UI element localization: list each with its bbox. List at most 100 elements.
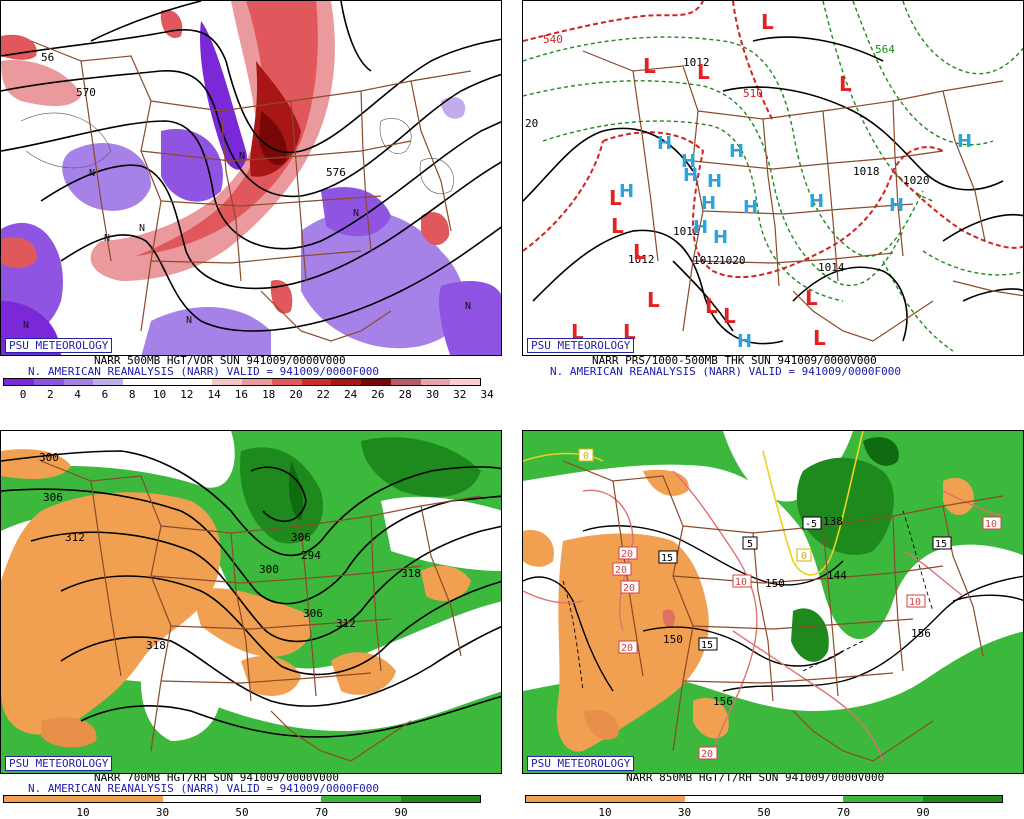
colorbar-swatch [390, 379, 421, 385]
colorbar-tick-label: 22 [316, 388, 330, 401]
colorbar-swatch [182, 379, 213, 385]
colorbar-swatch [4, 796, 44, 802]
vorticity-min-label: N [23, 320, 29, 331]
map-frame: 0 0 -5 5 15 15 20 20 20 20 10 10 10 15 2… [522, 430, 1024, 774]
colorbar-swatch [684, 796, 725, 802]
temperature-label: 20 [701, 749, 713, 760]
psu-meteorology-badge: PSU METEOROLOGY [527, 756, 635, 771]
t850-map: 0 0 -5 5 15 15 20 20 20 20 10 10 10 15 2… [523, 431, 1023, 773]
contour-label: 318 [146, 639, 166, 652]
temperature-label-box: 0 [796, 548, 812, 562]
colorbar-tick-label: 26 [371, 388, 385, 401]
contour-label: 570 [76, 86, 96, 99]
colorbar-swatch [93, 379, 123, 385]
colorbar-tick-label: 14 [207, 388, 221, 401]
colorbar-swatch [152, 379, 183, 385]
low-pressure-marker: L [839, 72, 852, 96]
colorbar-swatch [400, 796, 441, 802]
colorbar-swatch [764, 796, 804, 802]
temperature-label: 10 [985, 519, 997, 530]
colorbar-swatch [843, 796, 884, 802]
vorticity-high-band [1, 34, 37, 60]
vorticity-high-band [1, 237, 37, 268]
colorbar-swatch [361, 379, 391, 385]
colorbar-swatch [123, 379, 153, 385]
temperature-label-box: 20 [612, 562, 632, 576]
colorbar-tick-label: 30 [155, 806, 170, 819]
caption-product: NARR 500MB HGT/VOR SUN 941009/0000V000 [94, 354, 346, 367]
contour-label: 1018 [853, 165, 880, 178]
vorticity-high-band [136, 1, 318, 256]
high-pressure-marker: H [889, 195, 904, 216]
high-pressure-marker: H [657, 133, 672, 154]
colorbar-tick-label: 2 [46, 388, 54, 401]
contour-label: 576 [326, 166, 346, 179]
contour-label: 300 [259, 563, 279, 576]
temperature-label: 20 [623, 583, 635, 594]
contour-label: 1012 [673, 225, 700, 238]
temperature-label: 15 [935, 539, 947, 550]
colorbar-tick-label: 10 [598, 806, 612, 819]
temperature-label-box: 10 [906, 594, 926, 608]
colorbar-tick-label: 30 [677, 806, 692, 819]
low-pressure-marker: L [643, 54, 656, 78]
temperature-label-box: 20 [620, 580, 640, 594]
colorbar-tick-label: 34 [480, 388, 494, 401]
rh-colorbar-ticks: 10 30 50 70 90 [525, 806, 1003, 819]
colorbar-swatch [361, 796, 401, 802]
contour-label: 1014 [818, 261, 845, 274]
map-frame: 300 306 312 318 300 312 306 318 306 294 … [0, 430, 502, 774]
colorbar-swatch [271, 379, 302, 385]
panel-850mb-temp-rh: 0 0 -5 5 15 15 20 20 20 20 10 10 10 15 2… [522, 418, 1024, 819]
temperature-label-box: 20 [618, 546, 638, 560]
rh-colorbar-ticks: 10 30 50 70 90 [3, 806, 481, 819]
colorbar-swatch [962, 796, 1003, 802]
vorticity-min-label: N [89, 168, 95, 179]
colorbar-swatch [4, 379, 34, 385]
colorbar-tick-label: 90 [394, 806, 408, 819]
temperature-label: 15 [701, 640, 713, 651]
colorbar-swatch [33, 379, 64, 385]
vorticity-min-label: N [104, 233, 110, 244]
colorbar-swatch [63, 379, 94, 385]
psu-meteorology-badge: PSU METEOROLOGY [5, 756, 113, 771]
colorbar-swatch [162, 796, 203, 802]
temperature-label: 20 [615, 565, 627, 576]
colorbar-swatch [645, 796, 685, 802]
contour-label: 156 [911, 627, 931, 640]
temperature-label: 20 [621, 643, 633, 654]
panel-500mb-vorticity: 56 570 576 N N N N N N N N PSU METEOROLO… [0, 0, 502, 401]
vorticity-high-band [421, 212, 450, 246]
rh-colorbar [525, 795, 1003, 803]
low-pressure-marker: L [647, 288, 660, 312]
colorbar-tick-label: 0 [19, 388, 27, 401]
colorbar-swatch [212, 379, 242, 385]
contour-label: 306 [291, 531, 311, 544]
high-pressure-marker: H [693, 217, 708, 238]
colorbar-swatch [242, 379, 272, 385]
colorbar-tick-label: 10 [76, 806, 90, 819]
colorbar-swatch [202, 796, 243, 802]
contour-label: 312 [65, 531, 85, 544]
colorbar-swatch [450, 379, 480, 385]
contour-label: 1012 [693, 254, 720, 267]
contour-label: 300 [39, 451, 59, 464]
colorbar-swatch [803, 796, 844, 802]
colorbar-swatch [724, 796, 765, 802]
temperature-label: 0 [801, 551, 807, 562]
colorbar-tick-label: 32 [453, 388, 467, 401]
temperature-label-box: 10 [732, 574, 752, 588]
contour-label: 306 [43, 491, 63, 504]
colorbar-tick-label: 70 [314, 806, 329, 819]
low-pressure-marker: L [761, 10, 774, 34]
high-pressure-marker: H [713, 227, 728, 248]
colorbar-tick-label: 90 [916, 806, 930, 819]
colorbar-swatch [321, 796, 362, 802]
colorbar-tick-label: 16 [234, 388, 249, 401]
contour-label: 156 [713, 695, 733, 708]
contour-label: 306 [303, 607, 323, 620]
colorbar-tick-label: 30 [425, 388, 440, 401]
panel-pressure-thickness: 540 1012 20 510 1018 1020 1012 1012 1014… [522, 0, 1024, 400]
colorbar-swatch [83, 796, 124, 802]
colorbar-swatch [883, 796, 923, 802]
